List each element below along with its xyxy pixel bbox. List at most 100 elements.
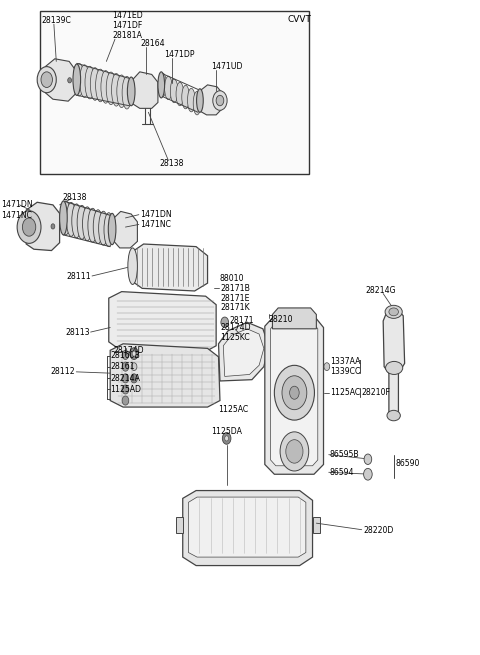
- Polygon shape: [271, 322, 318, 466]
- Ellipse shape: [88, 208, 97, 242]
- Circle shape: [225, 436, 228, 441]
- Circle shape: [131, 374, 137, 383]
- Text: 1125AC: 1125AC: [330, 388, 360, 397]
- Text: 86595B: 86595B: [330, 450, 360, 459]
- Circle shape: [324, 363, 330, 371]
- Text: 1471DN: 1471DN: [140, 210, 171, 219]
- Ellipse shape: [389, 308, 398, 316]
- Text: 88010: 88010: [220, 274, 244, 283]
- Text: 1471NC: 1471NC: [140, 220, 171, 229]
- Circle shape: [41, 72, 52, 88]
- Circle shape: [132, 351, 136, 356]
- Ellipse shape: [128, 248, 137, 284]
- Text: 1125DA: 1125DA: [211, 427, 242, 436]
- Ellipse shape: [385, 305, 402, 318]
- Circle shape: [130, 348, 138, 360]
- Ellipse shape: [72, 204, 81, 238]
- Text: 28161: 28161: [110, 362, 135, 371]
- Polygon shape: [132, 72, 158, 108]
- Ellipse shape: [96, 69, 105, 102]
- Text: 28113: 28113: [65, 328, 90, 337]
- Ellipse shape: [80, 65, 89, 98]
- Circle shape: [289, 386, 299, 400]
- Text: CVVT: CVVT: [288, 15, 312, 24]
- Ellipse shape: [197, 89, 203, 112]
- Ellipse shape: [159, 73, 167, 97]
- Ellipse shape: [158, 72, 165, 98]
- Text: 28138: 28138: [62, 193, 87, 202]
- Text: 28220D: 28220D: [363, 527, 394, 536]
- Text: 1471DP: 1471DP: [165, 50, 195, 60]
- Ellipse shape: [74, 64, 84, 96]
- Circle shape: [68, 78, 72, 83]
- Text: 1125AC: 1125AC: [218, 405, 249, 413]
- Text: 86590: 86590: [395, 458, 420, 468]
- Text: 1471UD: 1471UD: [211, 62, 243, 71]
- Polygon shape: [265, 316, 324, 474]
- Polygon shape: [109, 291, 216, 352]
- Polygon shape: [131, 244, 207, 291]
- Circle shape: [275, 365, 314, 420]
- Ellipse shape: [90, 67, 100, 100]
- Ellipse shape: [182, 85, 190, 109]
- Ellipse shape: [193, 92, 201, 115]
- Ellipse shape: [165, 76, 172, 100]
- Text: 1125KC: 1125KC: [220, 333, 250, 342]
- Ellipse shape: [387, 410, 400, 421]
- Ellipse shape: [77, 206, 87, 239]
- Text: 1471ED: 1471ED: [112, 11, 143, 20]
- Ellipse shape: [61, 201, 71, 235]
- Text: 86594: 86594: [330, 468, 354, 477]
- Polygon shape: [189, 497, 306, 557]
- Circle shape: [122, 374, 129, 383]
- Circle shape: [23, 218, 36, 236]
- Circle shape: [216, 96, 224, 105]
- Ellipse shape: [111, 73, 121, 106]
- Polygon shape: [26, 202, 60, 251]
- Circle shape: [282, 376, 307, 409]
- Circle shape: [122, 385, 129, 394]
- Circle shape: [122, 362, 129, 371]
- Ellipse shape: [98, 212, 108, 245]
- Circle shape: [222, 432, 231, 444]
- Polygon shape: [110, 344, 220, 407]
- Polygon shape: [223, 329, 264, 377]
- Ellipse shape: [385, 362, 403, 375]
- Text: 28174D: 28174D: [114, 346, 144, 355]
- Text: 28171K: 28171K: [220, 303, 250, 312]
- Text: 28160B: 28160B: [110, 351, 140, 360]
- Text: 1471DN: 1471DN: [1, 200, 33, 210]
- Text: 28139C: 28139C: [41, 16, 71, 26]
- Ellipse shape: [104, 213, 114, 247]
- Ellipse shape: [127, 77, 135, 105]
- Text: 28214G: 28214G: [365, 286, 396, 295]
- Text: 1339CC: 1339CC: [330, 367, 360, 377]
- Text: 28210: 28210: [269, 315, 293, 324]
- Circle shape: [364, 468, 372, 480]
- Circle shape: [221, 317, 228, 328]
- Polygon shape: [114, 212, 137, 248]
- Circle shape: [122, 350, 129, 360]
- Ellipse shape: [108, 214, 116, 245]
- Text: 28214A: 28214A: [110, 374, 140, 383]
- Text: 28111: 28111: [66, 272, 91, 281]
- Polygon shape: [45, 59, 75, 101]
- Circle shape: [286, 440, 303, 463]
- FancyBboxPatch shape: [39, 11, 309, 174]
- Text: 28171B: 28171B: [220, 284, 250, 293]
- Circle shape: [37, 67, 56, 93]
- Ellipse shape: [122, 77, 132, 109]
- Ellipse shape: [176, 83, 184, 105]
- Ellipse shape: [117, 75, 126, 107]
- Circle shape: [131, 363, 137, 371]
- Ellipse shape: [66, 202, 76, 236]
- Text: 28210F: 28210F: [362, 388, 391, 397]
- Text: 28171E: 28171E: [220, 293, 250, 303]
- Text: 28164: 28164: [141, 39, 166, 48]
- Text: 28138: 28138: [160, 159, 184, 168]
- Ellipse shape: [73, 64, 81, 96]
- Text: 1337AA: 1337AA: [330, 357, 360, 366]
- Polygon shape: [218, 322, 269, 381]
- Circle shape: [17, 211, 41, 244]
- Text: 1125AD: 1125AD: [110, 385, 141, 394]
